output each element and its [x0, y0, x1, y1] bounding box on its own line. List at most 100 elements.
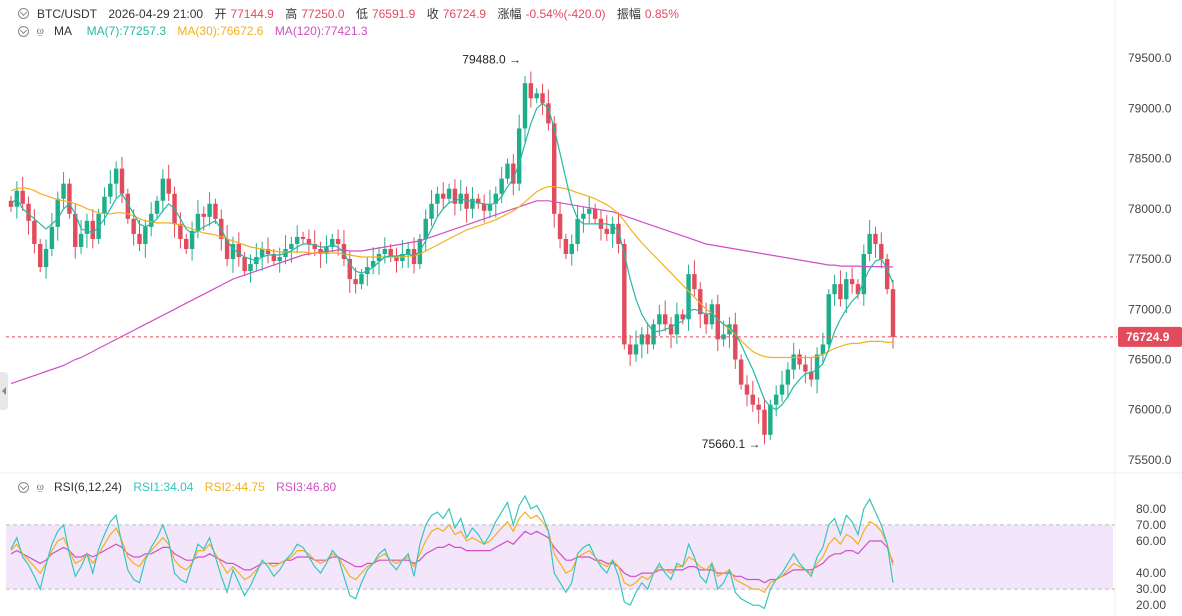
rsi1-value: RSI1:34.04 [133, 480, 194, 494]
candle-body [160, 178, 166, 201]
candle-body [855, 284, 861, 295]
rsi2-value: RSI2:44.75 [204, 480, 265, 494]
ma7-value: MA(7):77257.3 [86, 24, 167, 38]
candle-body [312, 243, 317, 249]
price-axis-tick: 75500.0 [1128, 453, 1172, 467]
candle-body [867, 233, 872, 254]
candle-body [435, 193, 440, 204]
candle-body [481, 203, 487, 211]
collapse-icon[interactable] [18, 8, 29, 19]
candle-body [143, 226, 148, 244]
candle-body [540, 93, 545, 104]
candle-body [113, 168, 119, 184]
candle-body [125, 193, 131, 219]
candle-body [108, 183, 113, 197]
candle-body [230, 243, 236, 260]
candle-body [551, 123, 557, 214]
candle-body [429, 203, 434, 219]
ma30-line [10, 186, 894, 359]
candle-body [592, 208, 598, 219]
candle-body [166, 178, 171, 194]
panel-collapse-handle[interactable] [0, 372, 8, 410]
high-annotation: 79488.0 → [462, 52, 521, 66]
candle-body [405, 248, 411, 254]
candle-body [201, 213, 206, 217]
candle-body [581, 213, 586, 219]
candle-body [394, 257, 399, 262]
candle-body [271, 254, 277, 262]
candle-body [382, 248, 388, 254]
candle-body [604, 228, 610, 234]
candle-body [785, 369, 791, 385]
candle-body [563, 238, 569, 254]
amplitude-label: 振幅 [616, 7, 641, 21]
ma-name: MA [54, 24, 72, 38]
price-axis-tick: 77000.0 [1128, 302, 1172, 316]
collapse-icon[interactable] [18, 25, 29, 37]
candle-body [686, 274, 691, 320]
candle-body [49, 226, 55, 249]
candle-body [441, 193, 446, 199]
candle-body [569, 243, 574, 254]
change-value: -0.54%(-420.0) [525, 6, 606, 21]
candle-body [207, 203, 212, 217]
bell-icon[interactable]: ⍹ [37, 480, 44, 493]
candle-body [300, 236, 306, 239]
price-axis-tick: 77500.0 [1128, 252, 1172, 266]
candle-body [546, 103, 551, 124]
candle-body [32, 220, 37, 244]
candle-body [20, 190, 25, 204]
price-axis-tick: 79500.0 [1128, 51, 1172, 65]
high-label: 高 [285, 7, 298, 21]
candle-body [873, 233, 878, 244]
candle-body [487, 203, 493, 211]
candle-body [259, 248, 265, 258]
candle-body [820, 344, 826, 355]
candle-body [61, 183, 66, 199]
bell-icon[interactable]: ⍹ [37, 24, 44, 37]
candle-body [861, 254, 867, 295]
candle-body [762, 409, 767, 435]
candle-body [750, 394, 756, 405]
candle-body [575, 218, 580, 244]
candle-body [803, 364, 808, 372]
candle-body [587, 208, 592, 214]
candle-body [534, 93, 539, 99]
candle-body [516, 128, 522, 184]
candle-body [236, 243, 242, 258]
candle-body [668, 324, 674, 335]
candle-body [773, 394, 779, 405]
candle-body [294, 236, 300, 244]
candle-body [616, 223, 621, 244]
candle-body [645, 334, 650, 345]
candle-body [476, 198, 481, 204]
candle-body [779, 384, 785, 395]
collapse-icon[interactable] [18, 481, 29, 493]
candle-body [791, 354, 796, 370]
candle-body [627, 344, 633, 355]
candle-body [832, 284, 837, 295]
candle-body [37, 243, 43, 268]
rsi-legend: ⍹ RSI(6,12,24) RSI1:34.04 RSI2:44.75 RSI… [18, 480, 336, 494]
rsi1-line [10, 494, 894, 610]
candle-body [78, 233, 84, 247]
candle-body [709, 304, 715, 325]
candle-body [242, 257, 247, 272]
rsi-axis-tick: 20.00 [1136, 598, 1166, 612]
candle-body [738, 359, 744, 385]
candle-body [610, 223, 615, 234]
candle-body [890, 289, 896, 337]
close-value: 76724.9 [442, 6, 487, 21]
price-axis-tick: 79000.0 [1128, 101, 1172, 115]
candle-body [622, 243, 627, 345]
candle-body [505, 163, 510, 179]
rsi-axis-tick: 30.00 [1136, 582, 1166, 596]
candle-body [797, 354, 802, 365]
open-label: 开 [214, 7, 227, 21]
candle-body [178, 223, 183, 239]
candle-body [359, 274, 364, 285]
candle-body [528, 83, 534, 99]
candle-body [692, 274, 697, 290]
candle-body [633, 344, 639, 355]
